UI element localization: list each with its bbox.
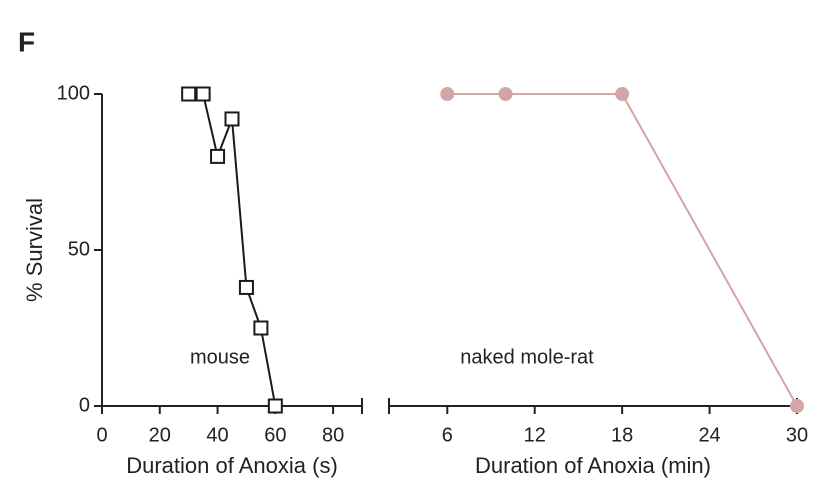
x-tick-label: 0 [96, 424, 107, 446]
x-axis-label: Duration of Anoxia (s) [126, 453, 338, 478]
x-tick-label: 18 [611, 424, 633, 446]
marker [498, 87, 513, 101]
x-tick-label: 12 [524, 424, 546, 446]
panel-label: F [18, 26, 35, 57]
y-tick-label: 100 [57, 82, 90, 104]
x-tick-label: 80 [322, 424, 344, 446]
marker [238, 279, 254, 295]
marker [210, 148, 226, 164]
marker [195, 86, 211, 102]
y-tick-label: 0 [79, 394, 90, 416]
x-tick-label: 30 [786, 424, 808, 446]
marker [253, 320, 269, 336]
y-axis-label: % Survival [22, 198, 47, 302]
marker [790, 399, 804, 413]
marker [440, 87, 455, 101]
y-tick-label: 50 [68, 238, 90, 260]
marker [267, 398, 283, 414]
annotation: naked mole-rat [460, 346, 594, 368]
x-tick-label: 6 [442, 424, 453, 446]
marker [224, 111, 240, 127]
marker [615, 87, 630, 101]
marker [181, 86, 197, 102]
line [447, 93, 798, 407]
x-tick-label: 20 [149, 424, 171, 446]
x-tick-label: 40 [206, 424, 228, 446]
annotation: mouse [190, 346, 250, 368]
x-tick-label: 60 [264, 424, 286, 446]
x-axis-label: Duration of Anoxia (min) [475, 453, 711, 478]
x-tick-label: 24 [698, 424, 720, 446]
